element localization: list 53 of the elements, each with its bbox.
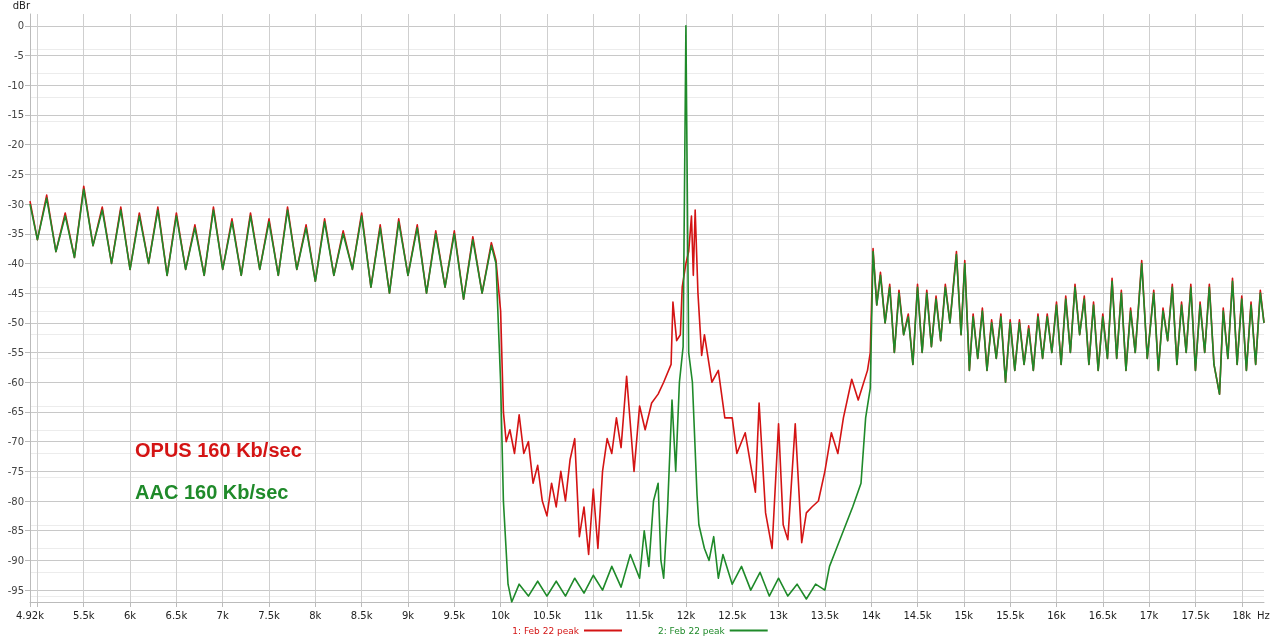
y-tick-label: -10 <box>7 79 24 91</box>
y-tick-label: -25 <box>7 168 24 180</box>
y-tick-label: -45 <box>7 287 24 299</box>
y-tick-label: -55 <box>7 347 24 359</box>
x-tick-label: 10.5k <box>532 609 562 621</box>
x-tick-label: 11k <box>584 609 603 621</box>
x-tick-label: 14.5k <box>903 609 932 621</box>
x-tick-label: 4.92k <box>15 609 45 621</box>
x-tick-label: 17.5k <box>1181 609 1210 621</box>
annotation: OPUS 160 Kb/sec <box>135 439 302 461</box>
x-tick-label: 12k <box>676 609 696 621</box>
x-tick-label: 10k <box>491 609 511 621</box>
y-tick-label: -80 <box>7 495 24 507</box>
annotation: AAC 160 Kb/sec <box>135 481 289 503</box>
x-tick-label: 7k <box>216 609 229 621</box>
y-tick-label: -5 <box>14 50 24 62</box>
y-tick-label: -90 <box>7 554 24 566</box>
y-tick-label: -70 <box>7 436 24 448</box>
x-tick-label: 9.5k <box>443 609 466 621</box>
legend-label: 2: Feb 22 peak <box>657 625 726 636</box>
x-tick-label: 7.5k <box>258 609 281 621</box>
x-tick-label: 13k <box>769 609 789 621</box>
x-tick-label: 13.5k <box>810 609 840 621</box>
y-tick-label: -50 <box>7 317 24 329</box>
x-tick-label: 14k <box>861 609 881 621</box>
y-tick-label: -75 <box>7 465 24 477</box>
y-tick-label: -40 <box>7 257 24 269</box>
x-tick-label: 12.5k <box>718 609 747 621</box>
x-axis-title: Hz <box>1256 609 1270 621</box>
x-tick-label: 6.5k <box>165 609 188 621</box>
x-tick-label: 8k <box>309 609 322 621</box>
x-tick-label: 5.5k <box>72 609 95 621</box>
y-tick-label: -15 <box>7 109 24 121</box>
x-tick-label: 17k <box>1139 609 1159 621</box>
x-tick-label: 18k <box>1232 609 1252 621</box>
x-tick-label: 6k <box>123 609 137 621</box>
y-tick-label: -60 <box>7 376 24 388</box>
y-axis-title: dBr <box>12 0 31 11</box>
x-tick-label: 8.5k <box>350 609 373 621</box>
x-tick-label: 15k <box>954 609 974 621</box>
y-tick-label: -95 <box>7 584 24 596</box>
legend-label: 1: Feb 22 peak <box>512 625 580 636</box>
y-tick-label: 0 <box>17 20 24 32</box>
y-tick-label: -65 <box>7 406 24 418</box>
y-tick-label: -30 <box>7 198 24 210</box>
x-tick-label: 15.5k <box>996 609 1025 621</box>
x-tick-label: 16.5k <box>1088 609 1118 621</box>
x-tick-label: 9k <box>401 609 415 621</box>
y-tick-label: -20 <box>7 139 24 151</box>
y-tick-label: -35 <box>7 228 24 240</box>
y-tick-label: -85 <box>7 525 24 537</box>
x-tick-label: 16k <box>1047 609 1066 621</box>
x-tick-label: 11.5k <box>625 609 654 621</box>
